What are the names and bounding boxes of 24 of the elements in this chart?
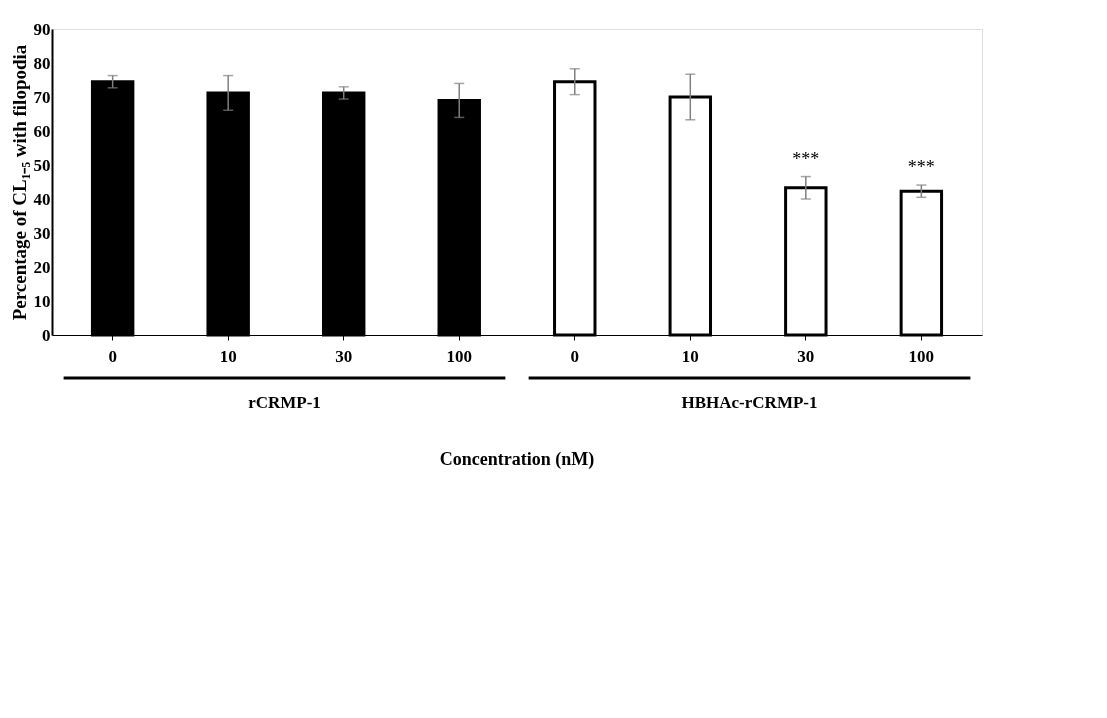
y-tick-label: 30 (33, 223, 51, 243)
text: Concentration (nM) (439, 449, 595, 470)
y-tick-label: 20 (33, 257, 51, 277)
x-tick-label: 0 (570, 346, 580, 366)
y-tick-label: 70 (33, 87, 51, 107)
y-axis-title: Percentage of CL₁₋₅ with filopodia (8, 44, 30, 321)
x-tick-label: 10 (219, 346, 237, 366)
x-tick-label: 0 (108, 346, 117, 366)
y-tick-label: 10 (33, 291, 51, 311)
y-tick-label: 80 (33, 53, 51, 73)
y-tick-label: 60 (33, 121, 51, 141)
x-tick-label: 100 (908, 346, 935, 366)
y-tick-label: 90 (33, 19, 51, 39)
x-tick-label: 30 (797, 346, 815, 366)
x-tick-label: 100 (446, 346, 472, 366)
data-label: *** (907, 157, 935, 178)
y-tick-label: 0 (42, 325, 51, 345)
x-tick-label: 30 (335, 346, 353, 366)
text: HBHAc-rCRMP-1 (681, 393, 818, 412)
y-tick-label: 50 (33, 155, 51, 175)
x-tick-label: 10 (681, 346, 699, 366)
data-label: *** (792, 148, 820, 169)
y-tick-label: 40 (33, 189, 51, 209)
text: rCRMP-1 (248, 393, 321, 412)
